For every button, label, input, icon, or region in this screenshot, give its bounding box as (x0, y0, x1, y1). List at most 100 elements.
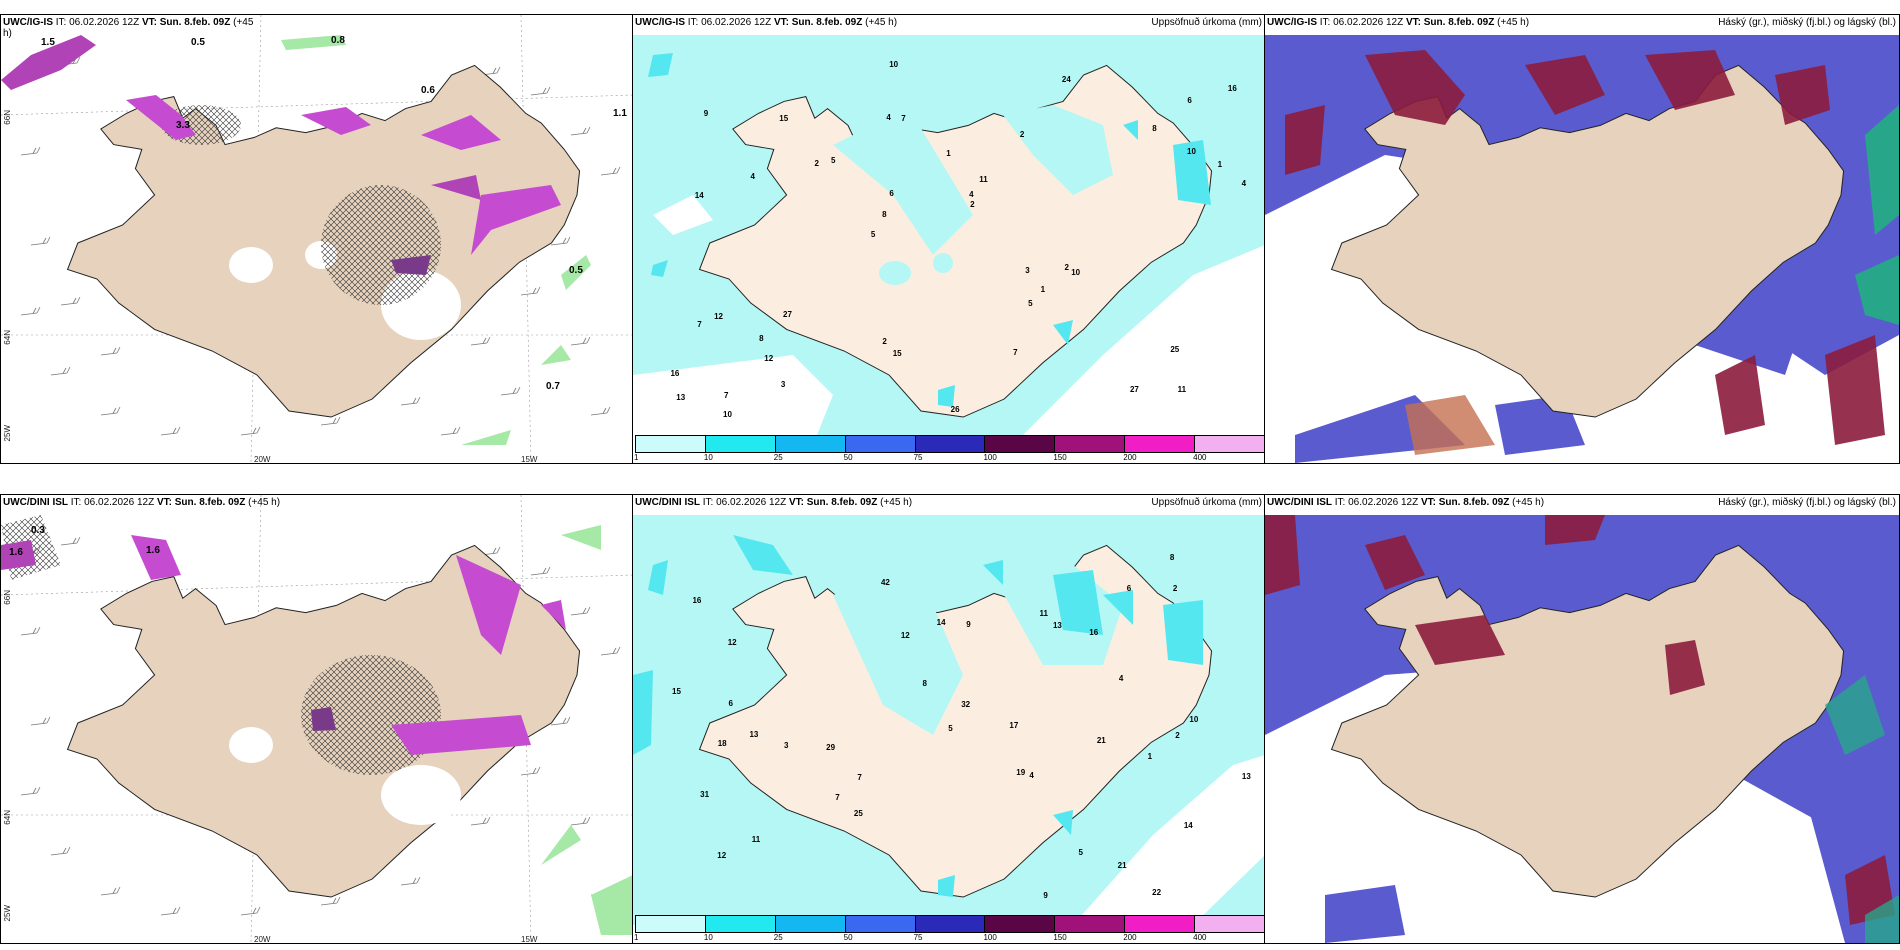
precip-value: 2 (1175, 731, 1180, 741)
panel-header: UWC/IG-IS IT: 06.02.2026 12Z VT: Sun. 8.… (1267, 17, 1530, 28)
precip-value: 6 (889, 189, 894, 199)
precip-value: 2 (1019, 130, 1025, 140)
value-label: 0.7 (546, 381, 560, 392)
precip-value: 14 (936, 617, 946, 627)
precip-value: 4 (969, 189, 974, 199)
precip-value: 16 (1227, 83, 1237, 93)
precip-value: 11 (979, 175, 988, 185)
precip-value: 7 (1013, 348, 1018, 358)
precip-value: 1 (1147, 751, 1153, 761)
precip-value: 10 (1189, 715, 1199, 725)
precip-value: 5 (1028, 299, 1033, 309)
precip-value: 4 (1241, 179, 1247, 189)
precip-value: 3 (780, 380, 786, 390)
panel-title: Háský (gr.), miðský (fj.bl.) og lágský (… (1718, 17, 1896, 28)
colorbar-label: 400 (1193, 933, 1207, 942)
lon-tick: 15W (521, 455, 538, 464)
precip-value: 24 (1061, 75, 1071, 85)
colorbar-label: 25 (773, 453, 783, 462)
colorbar-label: 100 (983, 933, 997, 942)
precip-value: 10 (1071, 268, 1081, 278)
panel-header: UWC/DINI ISL IT: 06.02.2026 12Z VT: Sun.… (635, 497, 913, 508)
precip-value: 9 (703, 109, 709, 119)
precip-value: 7 (901, 113, 906, 123)
lat-tick: 25W (3, 905, 12, 922)
precip-value: 14 (694, 190, 704, 200)
precip-value: 12 (727, 638, 737, 648)
precip-value: 31 (700, 790, 710, 800)
precip-value: 5 (1078, 847, 1083, 857)
colorbar-label: 400 (1193, 453, 1207, 462)
panel-title: Uppsöfnuð úrkoma (mm) (1151, 497, 1262, 508)
panel-header: UWC/DINI ISL IT: 06.02.2026 12Z VT: Sun.… (3, 497, 281, 508)
precip-value: 27 (783, 310, 792, 320)
precip-value: 8 (1152, 124, 1157, 134)
precip-value: 6 (728, 698, 733, 708)
precip-value: 9 (966, 620, 971, 630)
precip-value: 12 (714, 312, 724, 322)
value-label: 0.5 (569, 265, 583, 276)
colorbar-label: 1 (634, 453, 639, 462)
precip-value: 13 (1052, 620, 1062, 630)
precip-value: 5 (870, 230, 876, 240)
precip-value: 12 (764, 353, 774, 363)
colorbar-label: 10 (703, 933, 713, 942)
precip-value: 8 (922, 679, 927, 689)
precip-value: 1 (946, 148, 951, 158)
precip-value: 8 (882, 209, 887, 219)
cloud-map (1265, 515, 1899, 943)
precip-value: 2 (1172, 583, 1178, 593)
colorbar: 1 10 25 50 75 100 150 200 400 (634, 915, 1265, 942)
precip-value: 42 (880, 577, 890, 587)
colorbar-label: 200 (1123, 453, 1137, 462)
precip-value: 27 (1129, 384, 1139, 394)
lat-tick: 64N (3, 810, 12, 825)
panel-title: Uppsöfnuð úrkoma (mm) (1151, 17, 1262, 28)
precip-value: 12 (900, 630, 910, 640)
colorbar-label: 75 (913, 453, 923, 462)
panel-wind-top: UWC/IG-IS IT: 06.02.2026 12Z VT: Sun. 8.… (0, 14, 634, 464)
colorbar-label: 200 (1123, 933, 1137, 942)
colorbar-label: 1 (634, 933, 639, 942)
precip-value: 4 (1029, 771, 1034, 781)
panel-header: UWC/IG-IS IT: 06.02.2026 12Z VT: Sun. 8.… (3, 17, 254, 39)
lat-tick: 64N (3, 330, 12, 345)
precip-value: 13 (1241, 772, 1251, 782)
precip-value: 2 (1064, 263, 1069, 273)
panel-wind-bottom: UWC/DINI ISL IT: 06.02.2026 12Z VT: Sun.… (0, 494, 634, 944)
precip-value: 4 (750, 172, 755, 182)
colorbar-label: 50 (843, 453, 853, 462)
colorbar-label: 100 (983, 453, 997, 462)
value-label: 0.6 (421, 85, 435, 96)
value-label: 0.3 (31, 525, 45, 536)
panel-precip-bottom: UWC/DINI ISL IT: 06.02.2026 12Z VT: Sun.… (632, 494, 1266, 944)
lat-tick: 66N (3, 590, 12, 605)
precip-value: 10 (889, 59, 899, 69)
precip-value: 11 (1177, 385, 1187, 395)
precip-value: 29 (826, 742, 836, 752)
precip-value: 10 (1187, 146, 1196, 156)
lat-tick: 25W (3, 425, 12, 442)
precip-value: 13 (749, 730, 759, 740)
wind-map (1, 15, 633, 463)
precip-value: 9 (1043, 891, 1048, 901)
precip-value: 5 (948, 724, 953, 734)
precip-value: 13 (676, 393, 686, 402)
precip-value: 12 (717, 850, 727, 860)
lat-tick: 66N (3, 110, 12, 125)
precip-value: 21 (1117, 861, 1127, 871)
colorbar-label: 75 (913, 933, 923, 942)
panel-cloud-top: UWC/IG-IS IT: 06.02.2026 12Z VT: Sun. 8.… (1264, 14, 1900, 464)
precip-value: 8 (1169, 552, 1175, 562)
colorbar-label: 10 (703, 453, 713, 462)
lon-tick: 20W (254, 455, 271, 464)
precip-value: 21 (1096, 736, 1106, 746)
wind-map (1, 495, 633, 943)
panel-header: UWC/DINI ISL IT: 06.02.2026 12Z VT: Sun.… (1267, 497, 1545, 508)
panel-precip-top: UWC/IG-IS IT: 06.02.2026 12Z VT: Sun. 8.… (632, 14, 1266, 464)
precip-value: 19 (1016, 768, 1026, 778)
precip-value: 2 (970, 200, 975, 210)
precip-value: 15 (779, 114, 789, 124)
cloud-map (1265, 35, 1899, 463)
precip-value: 22 (1152, 888, 1162, 898)
